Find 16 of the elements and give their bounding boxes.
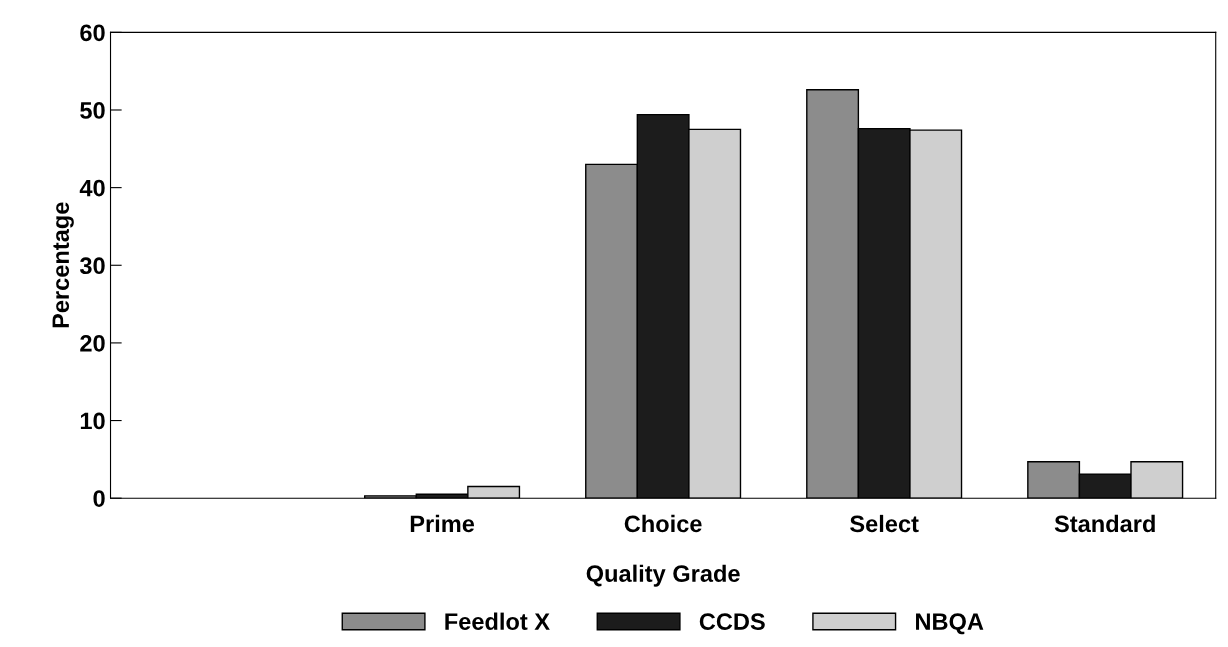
- x-tick-label: Choice: [624, 514, 702, 533]
- y-tick-label: 30: [79, 257, 105, 275]
- y-tick-label: 0: [93, 490, 105, 507]
- legend-label: Feedlot X: [445, 612, 550, 630]
- x-axis-title: Quality Grade: [586, 564, 740, 587]
- x-tick-label: Standard: [1054, 514, 1155, 533]
- legend-label: NBQA: [916, 613, 984, 635]
- legend-label: CCDS: [699, 613, 765, 630]
- y-tick-label: 20: [80, 334, 105, 352]
- y-tick-label: 40: [79, 179, 105, 197]
- y-tick-label: 60: [80, 24, 105, 42]
- y-tick-label: 50: [80, 102, 105, 119]
- y-axis-title: Percentage: [52, 202, 74, 328]
- y-tick-label: 10: [80, 412, 105, 430]
- x-tick-label: Select: [850, 514, 919, 533]
- x-tick-label: Prime: [410, 514, 475, 533]
